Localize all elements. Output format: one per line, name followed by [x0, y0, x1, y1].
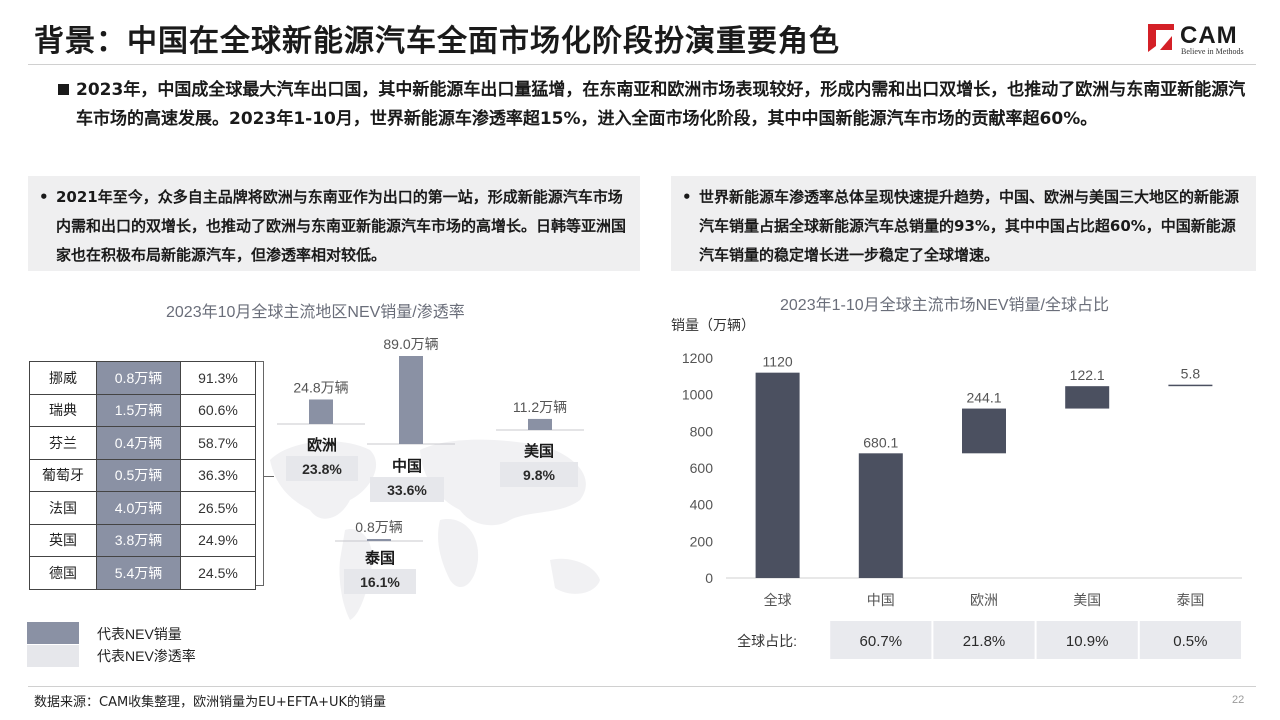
- market-bar: [962, 409, 1006, 454]
- market-bar: [1065, 386, 1109, 408]
- y-tick-label: 800: [690, 423, 714, 439]
- x-tick-label: 中国: [867, 592, 895, 608]
- footer-divider: [28, 686, 1256, 687]
- page-number: 22: [1232, 694, 1244, 706]
- share-value-label: 60.7%: [860, 633, 903, 650]
- x-tick-label: 欧洲: [970, 592, 998, 608]
- share-value-label: 10.9%: [1066, 633, 1109, 650]
- market-value-label: 244.1: [966, 390, 1001, 406]
- market-value-label: 680.1: [863, 434, 898, 450]
- share-value-label: 21.8%: [963, 633, 1006, 650]
- data-source-note: 数据来源：CAM收集整理，欧洲销量为EU+EFTA+UK的销量: [34, 691, 386, 710]
- market-bar: [1168, 385, 1212, 387]
- market-value-label: 1120: [763, 354, 793, 370]
- y-tick-label: 0: [705, 570, 713, 586]
- market-value-label: 5.8: [1181, 366, 1201, 382]
- y-tick-label: 1200: [682, 350, 713, 366]
- market-value-label: 122.1: [1070, 367, 1105, 383]
- x-tick-label: 泰国: [1176, 592, 1204, 608]
- x-tick-label: 美国: [1073, 592, 1101, 608]
- share-row-label: 全球占比:: [737, 633, 797, 649]
- market-bar: [859, 453, 903, 578]
- y-tick-label: 600: [690, 460, 714, 476]
- x-tick-label: 全球: [764, 592, 792, 608]
- share-value-label: 0.5%: [1173, 633, 1207, 650]
- y-tick-label: 1000: [682, 387, 713, 403]
- market-bar: [756, 373, 800, 578]
- y-tick-label: 200: [690, 533, 714, 549]
- y-tick-label: 400: [690, 497, 714, 513]
